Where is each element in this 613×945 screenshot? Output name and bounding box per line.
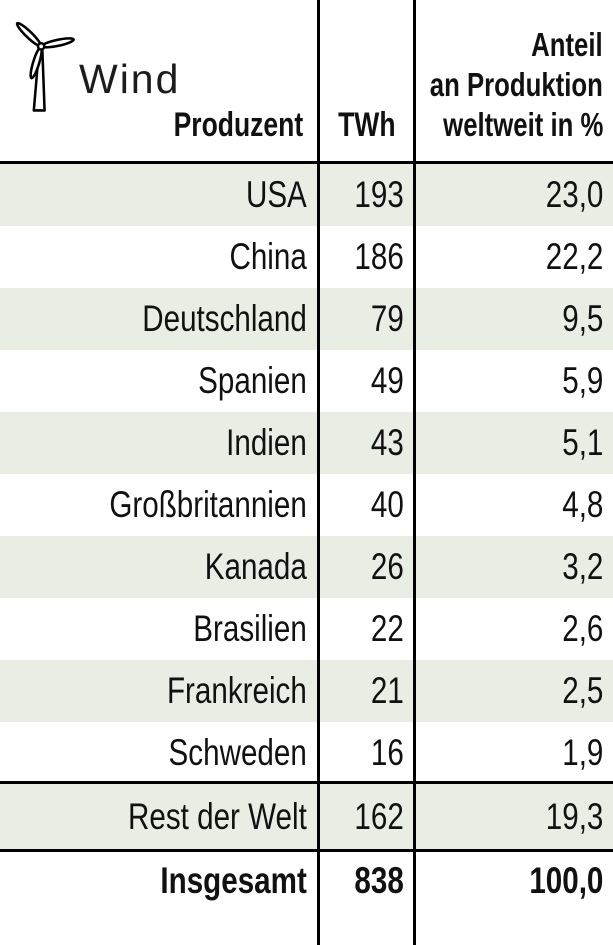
producer-cell: Brasilien	[193, 608, 307, 649]
wind-turbine-icon	[15, 21, 75, 112]
table-row: Spanien 49 5,9	[0, 350, 613, 412]
share-cell: 19,3	[545, 795, 604, 837]
column-divider-2	[413, 0, 416, 945]
share-header-line-2: an Produktion	[429, 66, 603, 103]
share-cell: 2,6	[562, 608, 604, 649]
table-row: Großbritannien 40 4,8	[0, 474, 613, 536]
share-cell: 4,8	[562, 484, 604, 525]
producer-cell: Kanada	[204, 546, 307, 587]
share-header-line-3: weltweit in %	[442, 106, 603, 143]
twh-cell: 16	[370, 732, 404, 773]
column-divider-1	[317, 0, 320, 945]
rest-of-world-row: Rest der Welt 162 19,3	[0, 784, 613, 849]
twh-cell: 22	[370, 608, 404, 649]
twh-cell: 186	[354, 236, 404, 277]
twh-cell: 838	[354, 860, 404, 901]
producer-cell: China	[229, 236, 307, 277]
table-header: Wind Produzent TWh Anteil an Produktion …	[0, 0, 613, 161]
subtotal-bottom-rule	[0, 849, 613, 852]
column-header-producer: Produzent	[0, 105, 303, 145]
column-header-producer-label: Produzent	[173, 106, 303, 144]
table-row: Brasilien 22 2,6	[0, 598, 613, 660]
producer-cell: Rest der Welt	[128, 795, 307, 837]
producer-cell: USA	[245, 174, 307, 215]
column-header-share: Anteil an Produktion weltweit in %	[381, 25, 603, 145]
table-body: USA 193 23,0 China 186 22,2 Deutschland …	[0, 164, 613, 913]
share-cell: 9,5	[562, 298, 604, 339]
share-cell: 3,2	[562, 546, 604, 587]
producer-cell: Insgesamt	[160, 860, 307, 901]
header-rule	[0, 161, 613, 164]
twh-cell: 49	[370, 360, 404, 401]
column-header-twh-label: TWh	[337, 106, 396, 144]
twh-cell: 162	[354, 795, 404, 837]
producer-cell: Spanien	[198, 360, 307, 401]
subtotal-top-rule	[0, 781, 613, 784]
share-header-line-1: Anteil	[531, 26, 603, 63]
twh-cell: 79	[370, 298, 404, 339]
share-cell: 23,0	[545, 174, 604, 215]
producer-cell: Deutschland	[142, 298, 307, 339]
table-row: Indien 43 5,1	[0, 412, 613, 474]
share-cell: 2,5	[562, 670, 604, 711]
twh-cell: 43	[370, 422, 404, 463]
twh-cell: 26	[370, 546, 404, 587]
table-row: China 186 22,2	[0, 226, 613, 288]
total-row: Insgesamt 838 100,0	[0, 849, 613, 913]
category-title: Wind	[79, 56, 181, 102]
twh-cell: 40	[370, 484, 404, 525]
share-cell: 100,0	[529, 860, 604, 901]
column-header-twh: TWh	[320, 105, 413, 145]
producer-cell: Schweden	[168, 732, 307, 773]
twh-cell: 193	[354, 174, 404, 215]
share-cell: 22,2	[545, 236, 604, 277]
table-row: Frankreich 21 2,5	[0, 660, 613, 722]
table-row: USA 193 23,0	[0, 164, 613, 226]
table-row: Deutschland 79 9,5	[0, 288, 613, 350]
twh-cell: 21	[370, 670, 404, 711]
producer-cell: Indien	[226, 422, 307, 463]
producer-cell: Frankreich	[166, 670, 307, 711]
table-row: Schweden 16 1,9	[0, 722, 613, 784]
share-cell: 5,1	[562, 422, 604, 463]
share-cell: 5,9	[562, 360, 604, 401]
producer-cell: Großbritannien	[109, 484, 307, 525]
table-row: Kanada 26 3,2	[0, 536, 613, 598]
share-cell: 1,9	[562, 732, 604, 773]
